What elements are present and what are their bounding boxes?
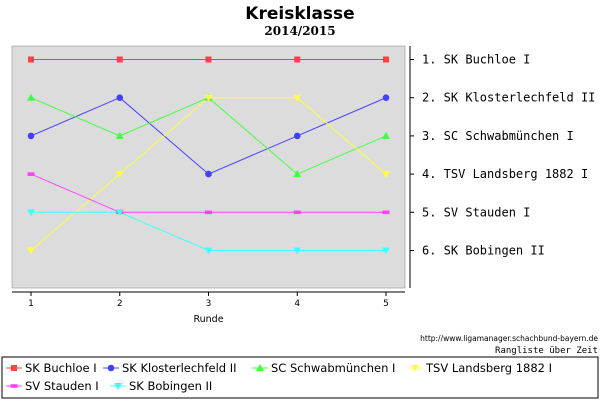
data-point [382,131,390,139]
legend-marker [11,365,17,371]
data-point [205,170,212,178]
x-tick-label: 1 [28,299,34,309]
data-point [293,247,302,255]
legend-label: SV Stauden I [25,379,99,393]
legend-item: SK Buchloe I [6,361,97,375]
legend-label: TSV Landsberg 1882 I [425,361,552,375]
data-point [293,170,302,178]
data-point [205,210,212,215]
rank-label: 5. SV Stauden I [422,205,530,219]
data-point [115,209,124,217]
legend-item: SK Bobingen II [110,379,212,393]
legend-label: SK Bobingen II [129,379,212,393]
legend-marker [411,365,419,372]
data-point [294,56,301,63]
data-point [383,56,389,63]
rank-label: 2. SK Klosterlechfeld II [422,91,595,105]
data-point [27,209,35,217]
x-axis-label: Runde [193,314,223,325]
data-point [115,131,124,139]
x-tick-label: 2 [117,299,123,309]
legend-marker [10,384,18,388]
chart-title: Kreisklasse [245,4,354,24]
data-point [28,56,34,63]
data-point [382,171,390,179]
data-point [27,132,35,140]
data-point [205,56,212,63]
data-point [293,210,301,215]
legend-item: TSV Landsberg 1882 I [407,361,552,375]
legend: SK Buchloe I SK Klosterlechfeld II SC Schw… [6,361,552,393]
rank-label: 4. TSV Landsberg 1882 I [422,167,588,181]
legend-item: SC Schwabmünchen I [252,361,395,375]
legend-label: SK Buchloe I [25,361,97,375]
data-point [382,247,390,255]
x-tick-label: 4 [294,299,300,309]
rank-labels: 1. SK Buchloe I 2. SK Klosterlechfeld II 3… [422,53,595,258]
legend-marker [107,364,115,372]
data-point [293,94,302,102]
x-ticks: 1 2 3 4 5 [28,292,389,309]
data-point [116,56,123,63]
legend-label: SC Schwabmünchen I [271,361,395,375]
legend-item: SK Klosterlechfeld II [103,361,237,375]
rank-label: 6. SK Bobingen II [422,244,545,258]
rank-label: 1. SK Buchloe I [422,53,530,67]
data-point [27,247,35,255]
x-tick-label: 3 [206,299,212,309]
source-url: http://www.ligamanager.schachbund-bayern… [420,334,598,343]
legend-marker [256,364,264,371]
series-markers [27,56,390,255]
data-point [382,210,390,215]
data-point [116,94,124,101]
chart-subtitle: 2014/2015 [264,24,335,38]
data-point [27,172,35,176]
chart-caption: Rangliste über Zeit [495,346,598,356]
data-point [204,247,213,255]
data-point [293,132,301,140]
data-point [382,94,390,101]
legend-label: SK Klosterlechfeld II [122,361,237,375]
y-ticks [410,59,414,251]
data-point [115,171,124,179]
x-tick-label: 5 [383,299,389,309]
rank-label: 3. SC Schwabmünchen I [422,129,574,143]
legend-item: SV Stauden I [6,379,99,393]
data-point [204,94,213,102]
legend-marker [114,383,122,390]
legend-box [1,356,599,399]
data-point [27,93,35,101]
